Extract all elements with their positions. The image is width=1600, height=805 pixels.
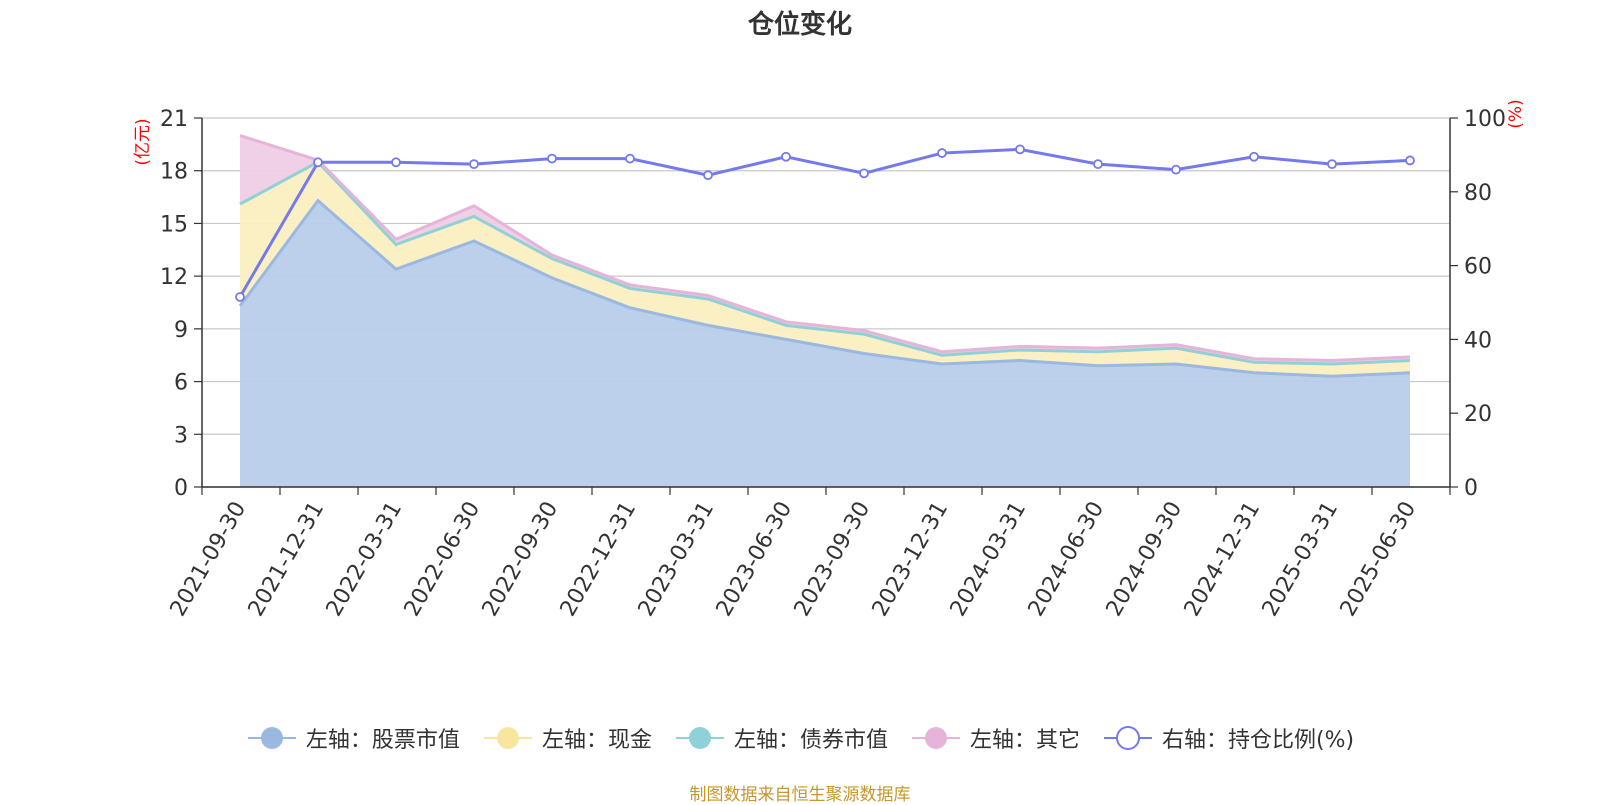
ratio-series [235,144,1415,302]
ratio-point [1015,144,1025,155]
ratio-point [781,151,791,162]
x-tick-label: 2023-06-30 [712,498,798,621]
series-lines [238,134,1411,378]
ratio-point [391,157,401,168]
legend-label: 左轴：现金 [541,728,652,753]
area-左轴：现金 [240,161,1410,377]
ratio-point [313,157,323,168]
position-chart: 0 3 6 9 12 15 18 21 0 20 40 60 80 100 (亿元) (%) 2021-09-… [133,99,1526,621]
right-axis-unit: (%) [1506,99,1526,128]
left-tick-label: 9 [174,318,188,343]
right-tick-label: 60 [1464,255,1492,280]
x-tick-label: 2023-09-30 [790,498,876,621]
stacked-areas [240,135,1410,488]
x-tick-label: 2024-06-30 [1024,498,1110,621]
x-tick-label: 2024-12-31 [1180,498,1266,621]
legend-label: 左轴：股票市值 [305,728,460,753]
line-左轴：股票市值 [238,198,1411,378]
left-tick-label: 6 [174,371,188,396]
ratio-point [469,159,479,170]
left-axis-unit: (亿元) [133,118,153,165]
ratio-point [235,292,245,302]
ratio-point [1249,151,1259,162]
legend-marker-icon [247,727,296,749]
ratio-point [1405,155,1415,166]
axes: 0 3 6 9 12 15 18 21 0 20 40 60 80 100 (亿元) (%) [133,99,1526,501]
x-tick-label: 2021-09-30 [166,498,252,621]
ratio-point [547,153,557,164]
x-tick-label: 2022-03-31 [322,498,408,621]
x-tick-label: 2023-03-31 [634,498,720,621]
ratio-point [937,148,947,158]
x-tick-label: 2022-12-31 [556,498,642,621]
left-tick-label: 3 [174,423,188,448]
x-tick-label: 2025-06-30 [1336,498,1422,621]
right-tick-label: 100 [1464,107,1506,132]
legend-label: 左轴：债券市值 [733,728,888,753]
right-tick-label: 0 [1464,476,1478,501]
right-tick-label: 40 [1464,328,1492,353]
right-tick-label: 80 [1464,181,1492,206]
left-tick-label: 0 [174,476,188,501]
area-左轴：股票市值 [240,200,1410,488]
legend-marker-icon [911,727,960,749]
x-tick-label: 2022-06-30 [400,498,486,621]
left-tick-label: 18 [160,160,188,185]
x-tick-label: 2022-09-30 [478,498,564,621]
line-左轴：其它 [239,134,1411,362]
legend-item[interactable]: 左轴：其它 [910,722,1080,754]
x-tick-label: 2021-12-31 [244,498,330,621]
ratio-point [1171,164,1181,175]
left-tick-label: 21 [160,107,188,132]
x-tick-label: 2023-12-31 [868,498,954,621]
x-tick-label: 2024-03-31 [946,498,1032,621]
left-tick-label: 15 [160,212,188,237]
x-tick-label: 2024-09-30 [1102,498,1188,621]
legend-item[interactable]: 右轴：持仓比例(%) [1102,722,1354,754]
ratio-point [625,153,635,164]
legend-marker-icon [483,727,532,749]
line-左轴：债券市值 [239,160,1411,366]
ratio-line [238,147,1411,298]
data-source: 制图数据来自恒生聚源数据库 [689,785,911,805]
x-tick-label: 2025-03-31 [1258,498,1344,621]
ratio-point [859,168,869,179]
ratio-point [1327,159,1337,170]
legend-item[interactable]: 左轴：债券市值 [674,722,888,754]
legend-label: 右轴：持仓比例(%) [1161,728,1355,753]
left-tick-label: 12 [160,265,188,290]
legend-item[interactable]: 左轴：股票市值 [246,722,460,754]
legend-label: 左轴：其它 [969,728,1080,753]
chart-title: 仓位变化 [747,10,852,40]
legend-item[interactable]: 左轴：现金 [482,722,652,754]
legend: 左轴：股票市值 左轴：现金 左轴：债券市值 左轴：其它 右轴：持仓比例(%) [0,722,1600,754]
legend-marker-icon [1103,726,1152,750]
ratio-point [1093,159,1103,170]
x-axis-labels: 2021-09-302021-12-312022-03-312022-06-30… [166,498,1422,621]
ratio-point [703,170,713,181]
right-tick-label: 20 [1464,402,1492,427]
legend-marker-icon [675,727,724,749]
